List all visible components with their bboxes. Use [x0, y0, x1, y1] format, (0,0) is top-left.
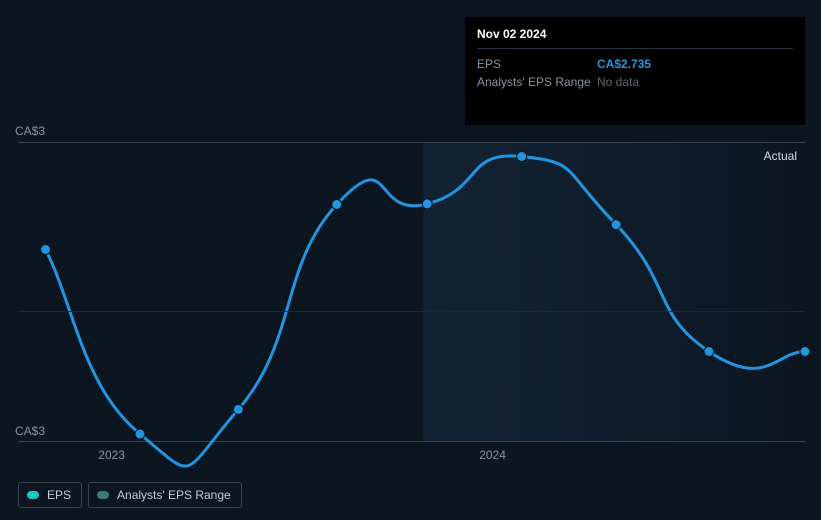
x-axis-label: 2024 [479, 448, 506, 462]
eps-point[interactable] [800, 347, 810, 357]
chart-plot-area[interactable]: Actual [18, 142, 805, 442]
x-axis-label: 2023 [98, 448, 125, 462]
tooltip-row-eps: EPS CA$2.735 [477, 55, 793, 73]
tooltip-row-value: CA$2.735 [597, 57, 651, 71]
chart-container: Nov 02 2024 EPS CA$2.735 Analysts' EPS R… [0, 0, 821, 520]
legend-swatch-icon [27, 491, 39, 499]
tooltip-row-label: EPS [477, 57, 597, 71]
legend-item-range[interactable]: Analysts' EPS Range [88, 482, 242, 508]
eps-point[interactable] [332, 200, 342, 210]
tooltip-row-value: No data [597, 75, 639, 89]
eps-point[interactable] [422, 199, 432, 209]
legend-item-label: Analysts' EPS Range [117, 488, 231, 502]
eps-point[interactable] [611, 220, 621, 230]
legend: EPS Analysts' EPS Range [18, 482, 242, 508]
tooltip-panel: Nov 02 2024 EPS CA$2.735 Analysts' EPS R… [465, 17, 805, 125]
eps-point[interactable] [517, 152, 527, 162]
eps-point[interactable] [135, 429, 145, 439]
eps-point[interactable] [41, 245, 51, 255]
legend-swatch-icon [97, 491, 109, 499]
y-axis-label-top: CA$3 [15, 124, 45, 138]
legend-item-eps[interactable]: EPS [18, 482, 82, 508]
eps-point[interactable] [233, 404, 243, 414]
legend-item-label: EPS [47, 488, 71, 502]
tooltip-date: Nov 02 2024 [477, 27, 793, 49]
eps-point[interactable] [704, 347, 714, 357]
tooltip-row-label: Analysts' EPS Range [477, 75, 597, 89]
chart-svg [18, 143, 805, 443]
tooltip-row-range: Analysts' EPS Range No data [477, 73, 793, 91]
